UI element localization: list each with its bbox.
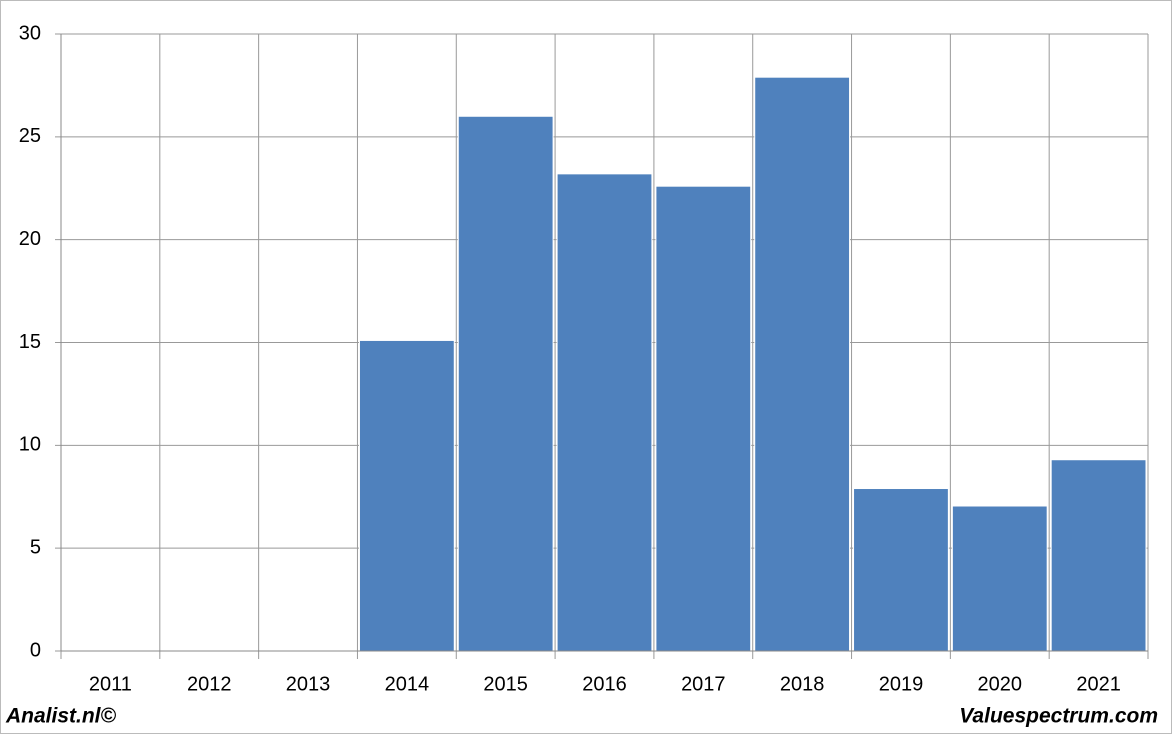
bar xyxy=(655,185,752,652)
x-tick-label: 2013 xyxy=(286,673,331,695)
bar xyxy=(457,115,554,652)
footer-right: Valuespectrum.com xyxy=(959,705,1158,728)
x-tick-label: 2012 xyxy=(187,673,232,695)
y-tick-label: 25 xyxy=(19,125,41,147)
bar xyxy=(358,339,455,652)
x-tick-label: 2015 xyxy=(483,673,528,695)
x-tick-label: 2016 xyxy=(582,673,627,695)
y-tick-label: 0 xyxy=(30,639,41,661)
footer-left: Analist.nl© xyxy=(5,705,117,728)
x-tick-label: 2021 xyxy=(1076,673,1121,695)
bar xyxy=(556,173,653,652)
bar xyxy=(853,488,949,652)
x-tick-label: 2014 xyxy=(385,673,430,695)
y-tick-label: 5 xyxy=(30,536,41,558)
x-tick-label: 2018 xyxy=(780,673,825,695)
x-tick-label: 2017 xyxy=(681,673,726,695)
bar xyxy=(951,505,1048,652)
y-tick-label: 15 xyxy=(19,331,41,353)
y-tick-label: 30 xyxy=(19,22,41,44)
x-tick-label: 2011 xyxy=(89,673,132,695)
bar xyxy=(1050,459,1147,652)
bar xyxy=(754,76,851,652)
x-tick-label: 2020 xyxy=(978,673,1023,695)
y-tick-label: 10 xyxy=(19,434,41,456)
x-tick-label: 2019 xyxy=(879,673,924,695)
y-tick-label: 20 xyxy=(19,228,41,250)
